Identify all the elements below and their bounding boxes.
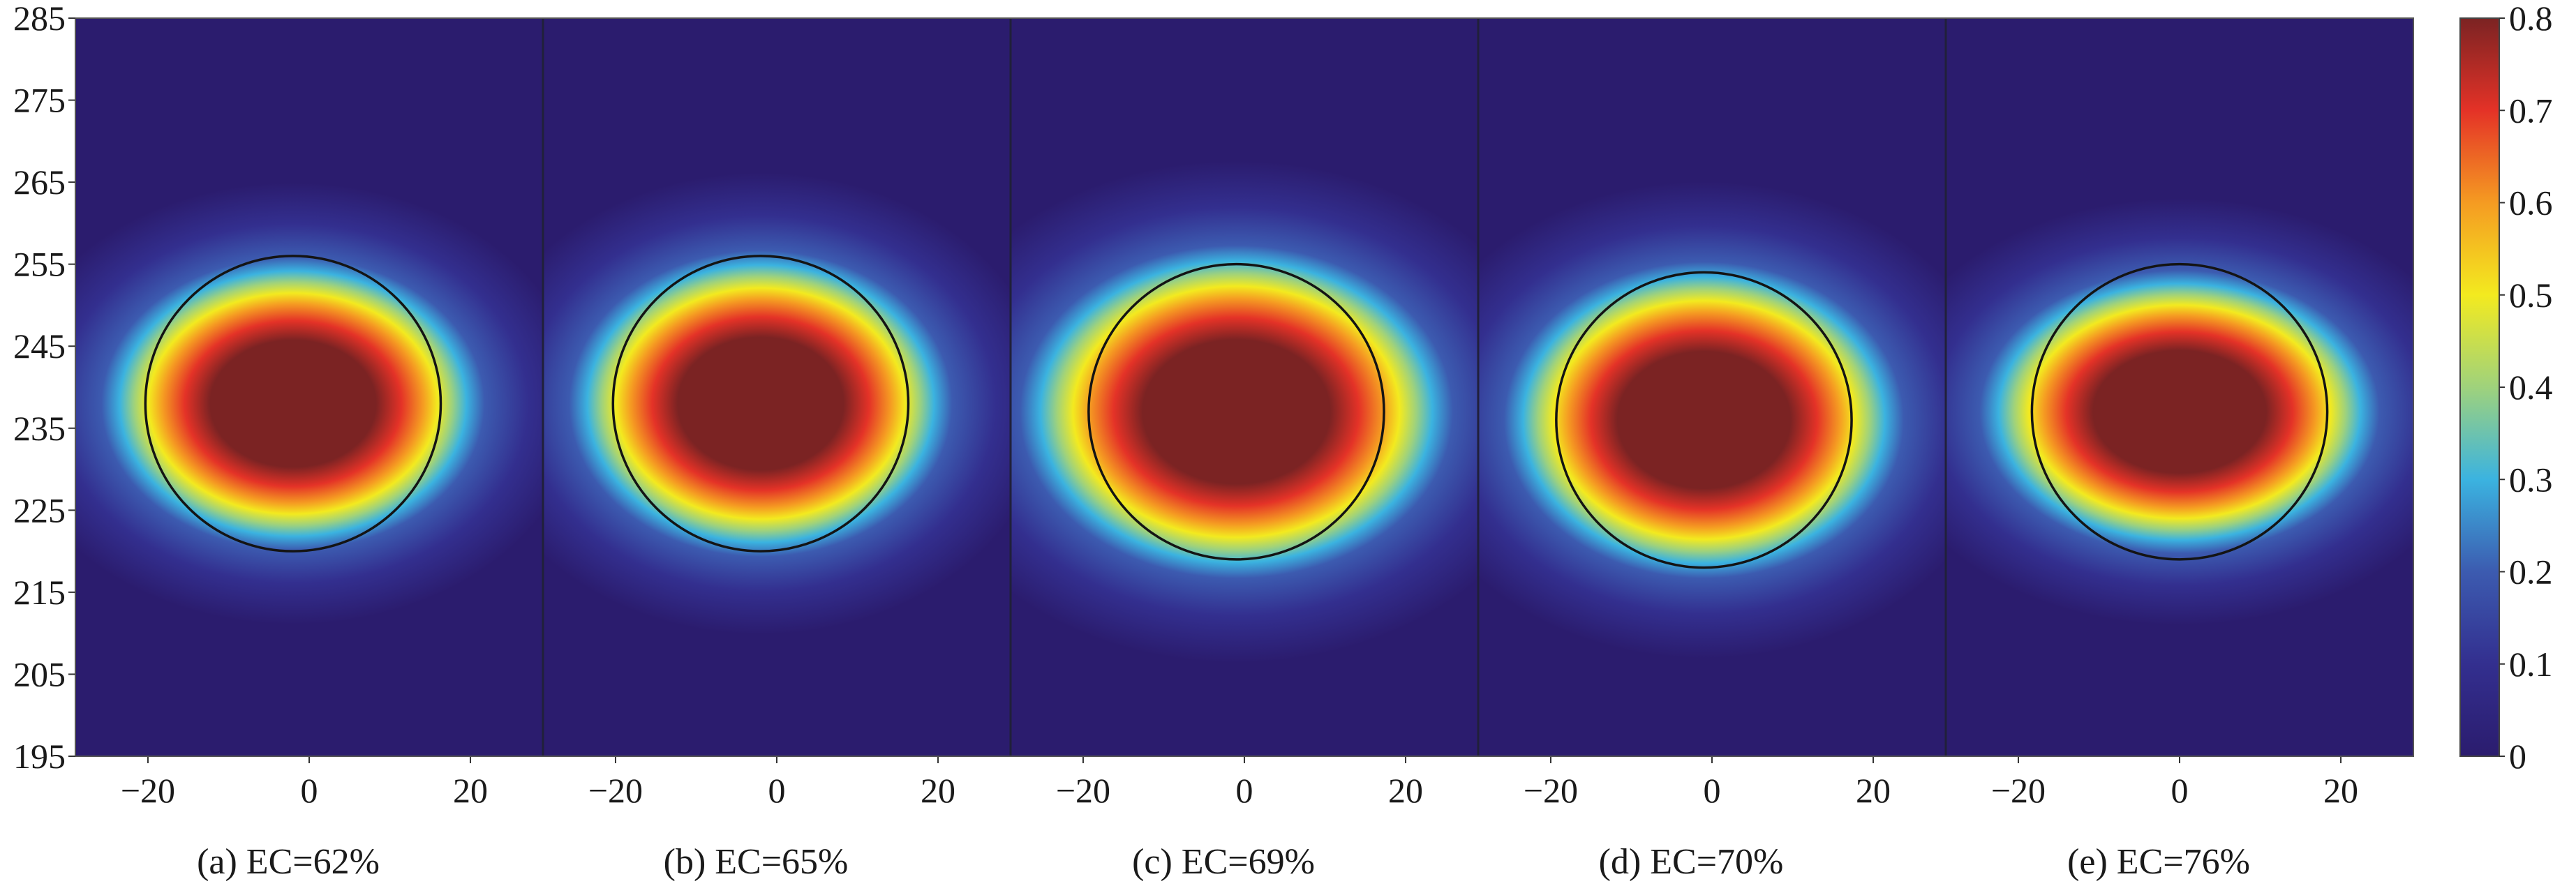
heat-field xyxy=(75,18,543,756)
heatmap-panel: −20 0 20 (e) EC=76% xyxy=(1944,18,2413,882)
heat-field xyxy=(1478,18,1946,756)
colorbar: 0 0.1 0.2 0.3 0.4 0.5 0.6 0.7 0.8 xyxy=(2459,0,2553,776)
colorbar-gradient xyxy=(2459,17,2500,757)
circle-outline xyxy=(1087,262,1385,561)
panel-caption: (c) EC=69% xyxy=(1132,842,1315,882)
x-tick-label: 20 xyxy=(453,771,488,810)
heatmap-panel: −20 0 20 (d) EC=70% xyxy=(1477,18,1946,882)
x-tick-label: −20 xyxy=(1524,771,1578,810)
y-tick-label: 205 xyxy=(13,654,66,693)
y-tick-label: 195 xyxy=(13,737,66,776)
shared-y-axis: 195 205 215 225 235 245 255 265 275 285 xyxy=(13,0,75,776)
circle-outline xyxy=(611,255,910,553)
colorbar-tick-label: 0.6 xyxy=(2509,183,2553,223)
heat-field xyxy=(1011,18,1478,756)
x-tick-label: 0 xyxy=(1236,771,1253,810)
x-tick-label: 0 xyxy=(2171,771,2189,810)
heatmap-panels: −20 0 20 (a) EC=62% −20 0 20 (b) EC=65% −20 0 20 (c… xyxy=(75,17,2414,882)
y-tick-label: 245 xyxy=(13,326,66,366)
colorbar-tick-label: 0.5 xyxy=(2509,276,2553,315)
heat-field xyxy=(1946,18,2413,756)
y-tick-label: 225 xyxy=(13,490,66,530)
x-tick-label: −20 xyxy=(121,771,175,810)
circle-outline xyxy=(1555,271,1853,569)
y-tick-label: 275 xyxy=(13,81,66,120)
panel-caption: (e) EC=76% xyxy=(2067,842,2250,882)
y-tick-label: 255 xyxy=(13,245,66,284)
colorbar-tick-label: 0 xyxy=(2509,737,2526,776)
y-tick-label: 265 xyxy=(13,163,66,202)
panel-caption: (b) EC=65% xyxy=(664,842,849,882)
panel-caption: (d) EC=70% xyxy=(1599,842,1784,882)
colorbar-tick-label: 0.2 xyxy=(2509,553,2553,592)
heatmap-panel: −20 0 20 (a) EC=62% xyxy=(75,18,543,882)
circle-outline xyxy=(2030,262,2329,561)
circle-outline xyxy=(144,255,442,553)
plot-frame xyxy=(75,17,2414,757)
x-tick-label: 0 xyxy=(301,771,318,810)
colorbar-tick-label: 0.7 xyxy=(2509,91,2553,130)
x-tick-label: 20 xyxy=(2323,771,2358,810)
x-tick-label: 20 xyxy=(1856,771,1891,810)
x-tick-label: 20 xyxy=(1388,771,1423,810)
x-tick-label: −20 xyxy=(1991,771,2046,810)
colorbar-tick-label: 0.1 xyxy=(2509,645,2553,684)
x-tick-label: −20 xyxy=(1056,771,1110,810)
y-tick-label: 215 xyxy=(13,573,66,612)
y-tick-label: 285 xyxy=(13,0,66,38)
x-tick-label: 0 xyxy=(1704,771,1721,810)
panel-caption: (a) EC=62% xyxy=(197,842,380,882)
colorbar-tick-label: 0.4 xyxy=(2509,368,2553,407)
y-tick-label: 235 xyxy=(13,409,66,448)
x-tick-label: 20 xyxy=(921,771,955,810)
heatmap-panel: −20 0 20 (c) EC=69% xyxy=(1009,18,1478,882)
colorbar-tick-label: 0.3 xyxy=(2509,460,2553,499)
x-tick-label: 0 xyxy=(768,771,786,810)
heat-field xyxy=(543,18,1011,756)
x-tick-label: −20 xyxy=(588,771,643,810)
colorbar-tick-label: 0.8 xyxy=(2509,0,2553,38)
heatmap-panel: −20 0 20 (b) EC=65% xyxy=(542,18,1011,882)
